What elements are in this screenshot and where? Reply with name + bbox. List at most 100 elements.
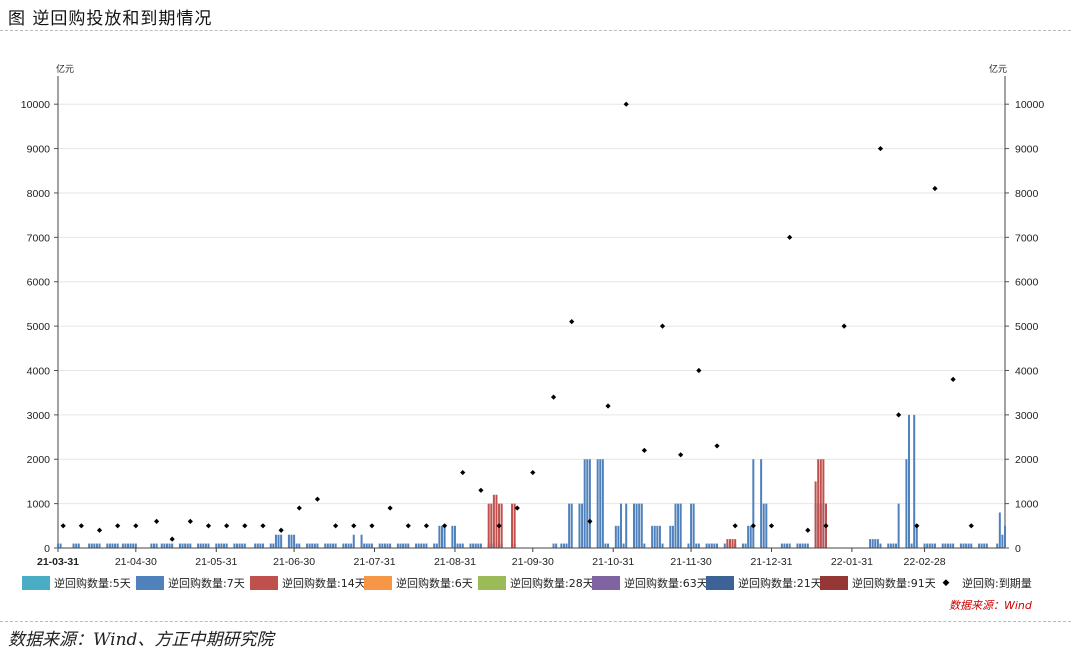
bar [623, 544, 625, 548]
bar [999, 512, 1001, 548]
bar [257, 544, 259, 548]
bar [781, 544, 783, 548]
bar [711, 544, 713, 548]
bar [342, 544, 344, 548]
scatter-point [333, 523, 338, 528]
bar [807, 544, 809, 548]
bar [366, 544, 368, 548]
bar [820, 459, 822, 548]
legend-label: 逆回购数量:28天 [510, 577, 594, 590]
bar [187, 544, 189, 548]
legend-item: 逆回购数量:28天 [478, 575, 594, 591]
bar [732, 539, 734, 548]
bar [604, 544, 606, 548]
bar [296, 544, 298, 548]
bar [207, 544, 209, 548]
scatter-point [351, 523, 356, 528]
scatter-point [878, 146, 883, 151]
bar [615, 526, 617, 548]
bar [495, 495, 497, 548]
bar [402, 544, 404, 548]
bar [760, 459, 762, 548]
scatter-point [569, 319, 574, 324]
bar [1004, 526, 1006, 548]
bar [407, 544, 409, 548]
bar [986, 544, 988, 548]
bar [659, 526, 661, 548]
y-tick-label-left: 4000 [27, 365, 51, 377]
bar [929, 544, 931, 548]
bar [586, 459, 588, 548]
bar [433, 544, 435, 548]
x-tick-label: 21-11-30 [670, 556, 711, 568]
footer-source: 数据来源：Wind、方正中期研究院 [8, 625, 273, 650]
bar [602, 459, 604, 548]
y-tick-label-left: 3000 [27, 410, 51, 422]
bar [244, 544, 246, 548]
legend-label: 逆回购数量:5天 [54, 577, 131, 590]
bar [926, 544, 928, 548]
bar [311, 544, 313, 548]
bar [716, 544, 718, 548]
title-divider [0, 30, 1071, 31]
bar [371, 544, 373, 548]
bar [329, 544, 331, 548]
scatter-point [551, 395, 556, 400]
bar [996, 544, 998, 548]
bar [729, 539, 731, 548]
x-tick-label: 21-05-31 [195, 556, 237, 568]
bar [132, 544, 134, 548]
scatter-point [406, 523, 411, 528]
bar [218, 544, 220, 548]
bar [475, 544, 477, 548]
legend-item: ◆ 逆回购:到期量 [932, 575, 1032, 591]
legend-item: 逆回购数量:91天 [820, 575, 936, 591]
bar [553, 544, 555, 548]
bar [57, 544, 59, 548]
bar [734, 539, 736, 548]
scatter-point [660, 323, 665, 328]
bar [200, 544, 202, 548]
chart-canvas: 0 01000 10002000 20003000 30004000 40005000 50… [0, 32, 1071, 572]
bar [215, 544, 217, 548]
bar [270, 544, 272, 548]
bar [674, 504, 676, 548]
bar [763, 504, 765, 548]
y-unit-left: 亿元 [56, 63, 74, 75]
bar [184, 544, 186, 548]
bar [205, 544, 207, 548]
scatter-point [696, 368, 701, 373]
legend-marker: ◆ [932, 576, 960, 590]
bar [88, 544, 90, 548]
bar [387, 544, 389, 548]
bar [122, 544, 124, 548]
bar [361, 535, 363, 548]
bar [156, 544, 158, 548]
scatter-point [769, 523, 774, 528]
bar [869, 539, 871, 548]
scatter-point [242, 523, 247, 528]
legend-label: 逆回购数量:21天 [738, 577, 822, 590]
bar [898, 504, 900, 548]
bar [262, 544, 264, 548]
bar [111, 544, 113, 548]
x-tick-label: 21-03-31 [37, 556, 79, 568]
bar [272, 544, 274, 548]
bar [171, 544, 173, 548]
footer-divider [0, 621, 1071, 622]
bar [202, 544, 204, 548]
bar [182, 544, 184, 548]
bar [742, 544, 744, 548]
bar [566, 544, 568, 548]
bar [965, 544, 967, 548]
bar [454, 526, 456, 548]
bar [962, 544, 964, 548]
bar [947, 544, 949, 548]
scatter-point [170, 537, 175, 542]
bar [879, 544, 881, 548]
scatter-point [951, 377, 956, 382]
legend-swatch [250, 576, 278, 590]
bar [306, 544, 308, 548]
bar [877, 539, 879, 548]
legend-item: 逆回购数量:21天 [706, 575, 822, 591]
